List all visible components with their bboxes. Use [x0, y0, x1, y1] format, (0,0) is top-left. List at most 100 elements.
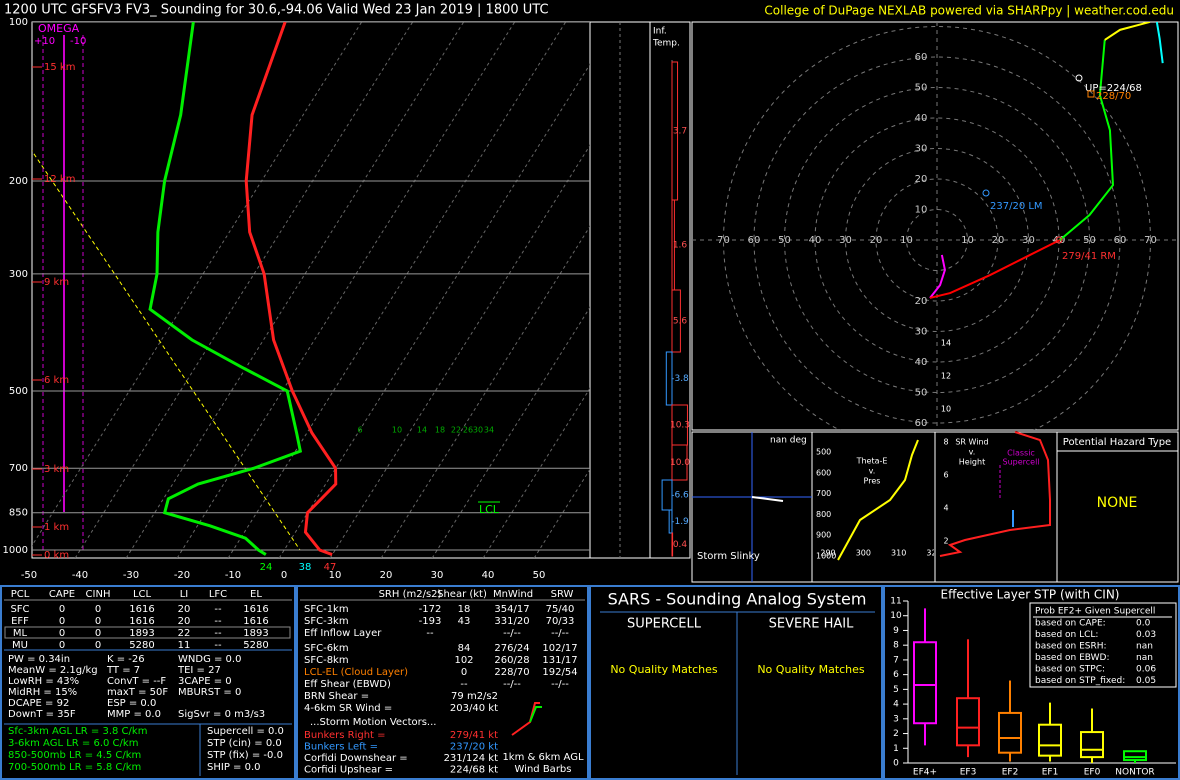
- hodo-ring-label: 10: [900, 235, 913, 246]
- x-tick-label: 20: [380, 570, 393, 581]
- kinematics-cell: --/--: [503, 628, 521, 639]
- kinematics-cell: 276/24: [494, 643, 529, 654]
- box: [998, 711, 1022, 754]
- x-tick-label: -20: [174, 570, 190, 581]
- thermo-cell: 0: [59, 616, 65, 627]
- thermo-index: DCAPE = 92: [8, 698, 69, 709]
- sr-height-label: 8: [943, 438, 948, 447]
- y-tick-label: 850: [9, 508, 28, 519]
- omega-title: OMEGA: [38, 22, 80, 35]
- kinematics-cell: 84: [458, 643, 471, 654]
- hodo-ring-label: 30: [839, 235, 852, 246]
- prob-title: Prob EF2+ Given Supercell: [1035, 607, 1155, 617]
- hodo-ring-label: 20: [915, 174, 928, 185]
- x-tick-label: -10: [225, 570, 241, 581]
- hodo-ring-label: 40: [915, 113, 928, 124]
- sr-title: SR Wind: [955, 438, 988, 447]
- omega-left: +10: [34, 36, 55, 47]
- height-label: 9 km: [44, 277, 69, 288]
- advection-label: 1.6: [673, 241, 688, 251]
- hodo-ring-label: 20: [870, 235, 883, 246]
- theta-e-trace: [837, 439, 919, 561]
- thermo-cell: 5280: [243, 640, 268, 651]
- kinematics-header: SRH (m2/s2): [379, 589, 442, 600]
- advection-bar: [671, 289, 681, 353]
- lapse-rate: 850-500mb LR = 4.5 C/km: [8, 750, 141, 761]
- thermo-index: SigSvr = 0 m3/s3: [178, 709, 265, 720]
- height-label: 12 km: [44, 174, 75, 185]
- y-tick-label: 10: [890, 611, 902, 621]
- thermo-cell: 0: [95, 616, 101, 627]
- motion-label: Corfidi Downshear =: [304, 753, 408, 764]
- advection-bar: [661, 479, 673, 511]
- sr-title: Height: [959, 458, 985, 467]
- theta-e-x-label: 310: [891, 549, 906, 558]
- kinematics-header: MnWind: [493, 589, 533, 600]
- hodo-ring: [723, 26, 1151, 430]
- kinematics-cell: 131/17: [542, 655, 577, 666]
- x-tick-label: EF4+: [913, 768, 937, 778]
- kinematics-cell: --/--: [551, 679, 569, 690]
- x-tick-label: 50: [533, 570, 546, 581]
- sr-height-label: 12: [941, 372, 951, 381]
- storm-label: 279/41 RM: [1062, 251, 1116, 262]
- kinematics-cell: 18: [458, 604, 471, 615]
- theta-e-y-label: 700: [816, 489, 831, 498]
- thermo-index: MeanW = 2.1g/kg: [8, 665, 98, 676]
- thermo-cell: 1893: [243, 628, 268, 639]
- prob-value: nan: [1136, 642, 1153, 652]
- y-tick-label: 3: [893, 714, 899, 724]
- thermo-header: LI: [180, 589, 189, 600]
- box: [913, 641, 937, 725]
- advection-label: -1.9: [671, 517, 689, 527]
- thermo-cell: 0: [95, 640, 101, 651]
- slinky-trace: [751, 496, 784, 502]
- hodo-ring-label: 40: [915, 357, 928, 368]
- kinematics-cell: 75/40: [546, 604, 575, 615]
- hodo-trace: [1104, 22, 1151, 41]
- kinematics-frame: [296, 585, 589, 780]
- hodo-ring-label: 30: [915, 144, 928, 155]
- y-tick-label: 11: [890, 597, 901, 607]
- hodo-ring-label: 20: [992, 235, 1005, 246]
- sr-label: Supercell: [1002, 458, 1039, 467]
- hodo-ring: [875, 178, 999, 302]
- kinematics-cell: -172: [419, 604, 442, 615]
- prob-label: based on LCL:: [1035, 630, 1098, 640]
- hodo-ring-label: 50: [778, 235, 791, 246]
- thermo-header: EL: [250, 589, 262, 600]
- kinematics-cell: 354/17: [494, 604, 529, 615]
- kinematics-cell: 79 m2/s2: [451, 691, 498, 702]
- mixing-ratio-label: 6: [357, 426, 362, 435]
- thermo-cell: 20: [178, 604, 191, 615]
- ml-highlight: [4, 626, 291, 639]
- sr-height-label: 6: [943, 471, 948, 480]
- theta-e-title: Theta-E: [856, 457, 888, 466]
- storm-marker: [982, 189, 990, 197]
- storm-header: ...Storm Motion Vectors...: [310, 717, 436, 728]
- kinematics-cell: 260/28: [494, 655, 529, 666]
- severe-param: Supercell = 0.0: [207, 726, 284, 737]
- theta-e-y-label: 800: [816, 510, 831, 519]
- mixing-ratio-label: 18: [435, 426, 445, 435]
- surface-temperature: 47: [324, 562, 337, 573]
- thermo-cell: 0: [59, 604, 65, 615]
- prob-value: nan: [1136, 653, 1153, 663]
- sr-wind-trace: [939, 431, 1051, 557]
- hodo-ring-label: 60: [915, 52, 928, 63]
- thermo-index: K = -26: [107, 654, 145, 665]
- mixing-ratio-label: 22: [451, 426, 461, 435]
- y-tick-label: 5: [893, 685, 899, 695]
- theta-e-x-label: 290: [820, 549, 835, 558]
- thermo-cell: --: [214, 640, 222, 651]
- parcel-guide: [32, 150, 301, 551]
- thermo-cell: --: [214, 628, 222, 639]
- hodo-ring-label: 10: [961, 235, 974, 246]
- motion-label: Corfidi Upshear =: [304, 765, 393, 776]
- thermo-index: DownT = 35F: [8, 709, 76, 720]
- hodo-ring-label: 30: [915, 327, 928, 338]
- thermo-frame: [0, 585, 296, 780]
- sr-height-label: 10: [941, 405, 951, 414]
